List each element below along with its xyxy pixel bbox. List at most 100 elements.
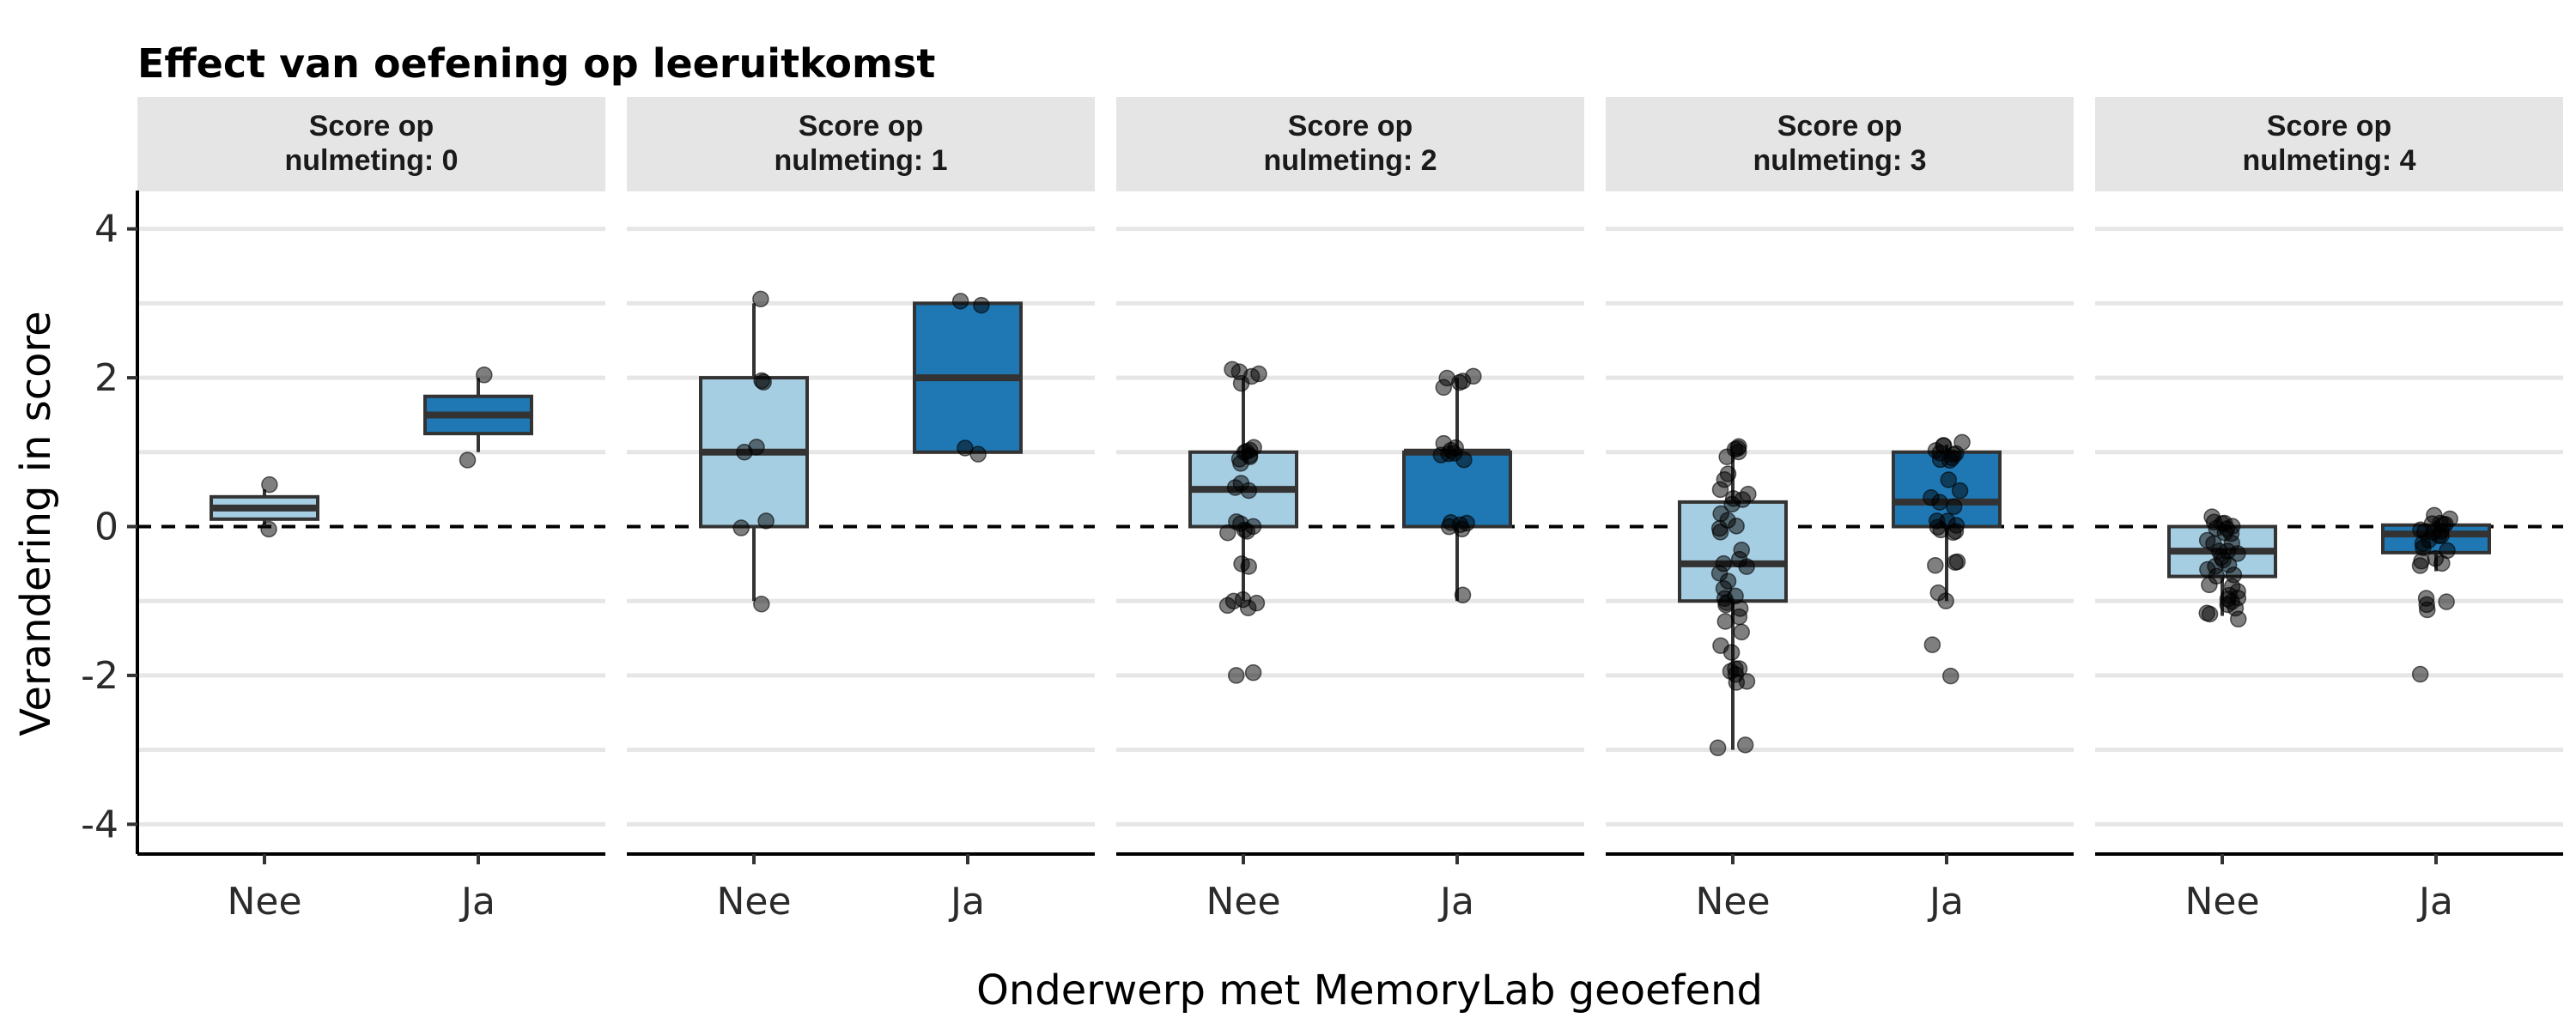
data-point [1728,518,1745,535]
data-point [732,519,750,536]
data-point [1931,494,1948,511]
facet-strip [1606,97,2074,191]
data-point [260,520,277,538]
x-axis-title: Onderwerp met MemoryLab geoefend [976,966,1763,1015]
facet-label-line1: Score op [1777,110,1902,142]
y-tick-label: 0 [94,506,118,549]
data-point [2229,545,2246,562]
data-point [1927,556,1944,574]
data-point [2201,576,2218,594]
data-point [1232,374,1250,392]
data-point [1716,613,1735,630]
data-point [1244,663,1262,682]
x-tick-label: Ja [2416,880,2453,924]
facet-strip [627,97,1095,191]
data-point [459,451,477,469]
facet-label-line2: nulmeting: 0 [284,144,458,177]
x-tick-label: Nee [227,880,301,924]
box-group [423,367,533,469]
box-group [1892,433,2002,685]
data-point [1940,471,1958,488]
box-group [2167,508,2277,628]
x-tick-label: Ja [948,880,985,924]
box-group [913,293,1023,463]
data-point [1432,446,1450,464]
facet-label-line1: Score op [309,110,434,142]
data-point [1733,623,1750,641]
x-tick-label: Ja [1437,880,1474,924]
data-point [736,444,753,461]
facet-strip [137,97,605,191]
data-point [1945,498,1963,515]
box-group [1678,438,1788,757]
data-point [2419,601,2436,619]
data-point [2229,610,2247,628]
x-tick-label: Nee [2184,880,2259,924]
y-tick-label: 2 [94,356,118,400]
data-point [757,512,775,530]
data-point [1730,608,1748,626]
facet-label-line2: nulmeting: 2 [1263,144,1437,177]
data-point [1736,736,1754,754]
data-point [1435,379,1453,397]
data-point [476,367,493,384]
data-point [1728,674,1746,691]
data-point [1454,586,1472,603]
x-tick-label: Nee [1206,880,1280,924]
data-point [1738,558,1755,575]
box-group [1402,367,1512,603]
chart-title: Effect van oefening op leeruitkomst [137,40,935,87]
data-point [1450,373,1468,391]
data-point [1942,667,1959,685]
box-group [699,290,809,613]
x-tick-label: Nee [1695,880,1770,924]
data-point [755,373,772,391]
data-point [1219,524,1236,542]
data-point [973,296,990,314]
data-point [1453,520,1471,538]
y-axis-title: Verandering in score [12,311,60,736]
data-point [752,290,769,308]
data-point [1717,596,1735,614]
data-point [969,445,987,463]
data-point [2438,593,2455,610]
data-point [1455,451,1473,469]
data-point [261,476,278,494]
data-point [1238,523,1256,540]
data-point [1718,448,1735,465]
data-point [951,293,969,310]
facet-strip [2095,97,2563,191]
x-tick-label: Nee [716,880,791,924]
data-point [1232,455,1249,472]
data-point [1709,739,1727,757]
data-point [1711,481,1729,499]
box-group [2381,506,2491,683]
data-point [1240,482,1258,500]
box-group [210,476,319,538]
box-group [1188,360,1298,684]
data-point [1951,482,1969,500]
facet-label-line2: nulmeting: 4 [2242,144,2415,177]
facet-label-line2: nulmeting: 1 [774,144,947,177]
data-point [1947,554,1964,571]
facet-strip [1116,97,1584,191]
data-point [1722,644,1741,661]
y-tick-label: -2 [81,654,118,698]
data-point [1240,558,1257,575]
data-point [1239,599,1257,617]
data-point [2411,665,2429,683]
data-point [2201,605,2219,623]
y-tick-label: 4 [94,208,118,251]
data-point [1227,667,1245,684]
data-point [1941,451,1959,469]
data-point [1944,524,1962,542]
facet-label-line2: nulmeting: 3 [1753,144,1926,177]
data-point [753,595,770,613]
x-tick-label: Ja [459,880,495,924]
data-point [1723,495,1741,513]
